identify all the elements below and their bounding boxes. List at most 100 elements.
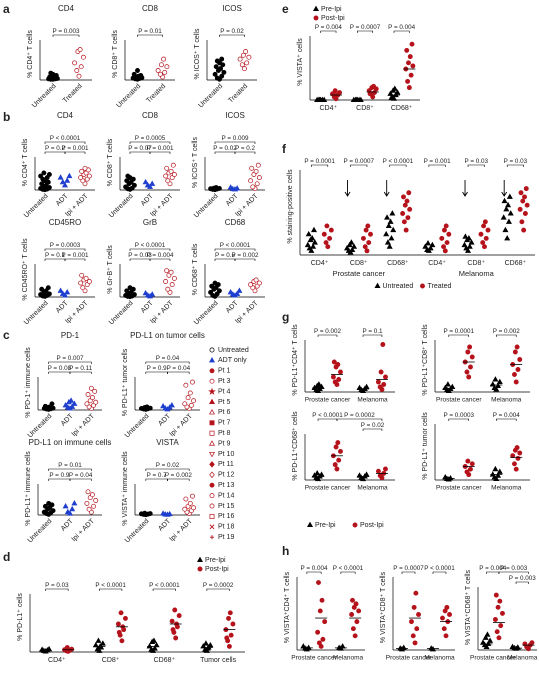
- y-axis-label: % PD-L1⁺CD8⁺ T cells: [422, 324, 429, 396]
- comparison-bracket: [498, 571, 529, 574]
- data-point: [366, 240, 372, 245]
- legend-marker: [208, 387, 216, 395]
- data-point: [349, 612, 355, 617]
- p-value: P = 0.001: [61, 252, 89, 259]
- data-point: [371, 83, 377, 89]
- data-point: [163, 279, 169, 284]
- data-point: [498, 623, 504, 629]
- data-point: [487, 637, 494, 643]
- p-value: P < 0.0001: [135, 242, 166, 249]
- data-point: [391, 85, 398, 91]
- p-value: P = 0.02: [361, 422, 385, 429]
- data-point: [361, 235, 366, 241]
- data-point: [234, 290, 241, 296]
- legend-marker: [209, 524, 215, 530]
- data-point: [388, 94, 395, 101]
- data-point: [78, 64, 84, 70]
- data-point: [406, 85, 412, 91]
- legend-marker: [209, 493, 215, 499]
- data-point: [254, 181, 260, 187]
- legend-marker: [209, 420, 215, 426]
- p-value: P = 0.004: [493, 412, 521, 419]
- data-point: [71, 500, 78, 506]
- data-point: [323, 240, 329, 245]
- panel-letter: h: [282, 544, 289, 558]
- category-label: Tumor cells: [200, 657, 236, 664]
- data-point: [119, 638, 125, 644]
- data-point: [383, 374, 388, 380]
- data-point: [49, 401, 55, 407]
- data-point: [407, 54, 413, 60]
- legend-marker: [208, 409, 216, 415]
- p-value: P < 0.0001: [383, 158, 414, 165]
- data-point: [207, 641, 214, 648]
- comparison-bracket: [234, 258, 256, 261]
- chart-title: CD8: [142, 4, 159, 13]
- data-point: [214, 75, 220, 81]
- comparison-bracket: [149, 151, 171, 154]
- data-point: [316, 580, 321, 586]
- comparison-bracket: [401, 571, 416, 574]
- p-value: P < 0.0001: [149, 582, 180, 589]
- data-point: [503, 206, 510, 212]
- category-label: Melanoma: [424, 655, 455, 662]
- category-label: Melanoma: [333, 655, 364, 662]
- data-point: [464, 369, 470, 375]
- category-label: ADT: [140, 192, 155, 207]
- data-point: [407, 206, 413, 212]
- data-point: [320, 636, 326, 642]
- comparison-bracket: [206, 588, 230, 591]
- data-point: [310, 226, 318, 233]
- category-label: Melanoma: [357, 485, 388, 492]
- data-point: [182, 401, 188, 407]
- p-value: P = 0.002: [231, 252, 259, 259]
- data-point: [478, 231, 484, 237]
- data-point: [315, 381, 322, 387]
- data-point: [504, 235, 511, 241]
- data-point: [131, 182, 137, 188]
- data-point: [441, 626, 447, 632]
- data-point: [92, 388, 98, 394]
- data-point: [464, 469, 470, 475]
- p-value: P = 0.0007: [343, 158, 374, 165]
- comparison-bracket: [219, 34, 245, 37]
- data-point: [522, 194, 527, 200]
- category-label: Prostate cancer: [305, 485, 351, 492]
- data-point: [242, 66, 247, 72]
- comparison-bracket: [317, 418, 338, 421]
- legend-label: Pt 16: [218, 513, 234, 520]
- comparison-bracket: [515, 581, 529, 584]
- comparison-bracket: [495, 418, 517, 421]
- category-label: Ipi + ADT: [168, 412, 194, 438]
- data-point: [328, 227, 334, 233]
- data-point: [173, 635, 179, 641]
- data-point: [170, 627, 176, 633]
- legend-label: Pt 15: [218, 503, 234, 510]
- y-axis-label: % CD8⁺ T cells: [107, 138, 114, 186]
- category-label: Prostate cancer: [436, 397, 482, 404]
- data-point: [89, 492, 95, 498]
- legend-label: Pt 10: [218, 451, 234, 458]
- data-point: [518, 190, 524, 196]
- data-point: [387, 218, 394, 224]
- data-point: [144, 404, 150, 410]
- data-point: [484, 631, 491, 637]
- data-point: [244, 60, 250, 66]
- data-point: [165, 178, 171, 184]
- data-point: [338, 448, 343, 454]
- category-label: ADT: [55, 192, 70, 207]
- data-point: [410, 63, 416, 69]
- data-point: [412, 640, 418, 646]
- data-point: [219, 56, 225, 62]
- data-point: [142, 178, 149, 185]
- data-point: [89, 395, 95, 401]
- p-value: P = 0.04: [69, 472, 93, 479]
- data-point: [187, 500, 193, 506]
- data-point: [523, 186, 529, 192]
- data-point: [59, 178, 66, 185]
- data-point: [219, 73, 225, 79]
- data-point: [253, 168, 259, 174]
- category-label: Ipi + ADT: [149, 299, 175, 325]
- data-point: [402, 202, 408, 208]
